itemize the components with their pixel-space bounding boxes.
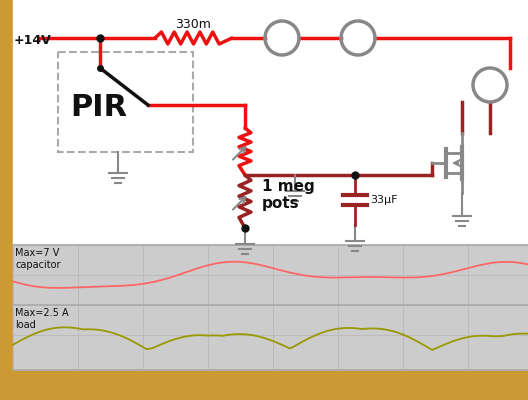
Text: 330m: 330m (176, 18, 211, 31)
Bar (0, 0, 13, 400)
Text: 1 meg
pots: 1 meg pots (262, 179, 315, 211)
Bar (13, 245, 528, 305)
Text: 33μF: 33μF (370, 195, 398, 205)
Bar (13, 370, 528, 400)
Text: PIR: PIR (70, 92, 127, 122)
Text: +14V: +14V (14, 34, 52, 46)
Bar (13, 0, 528, 245)
Text: Max=7 V
capacitor: Max=7 V capacitor (15, 248, 61, 270)
Bar (13, 305, 528, 370)
Text: Max=2.5 A
load: Max=2.5 A load (15, 308, 69, 330)
Bar (58, 52, 193, 152)
